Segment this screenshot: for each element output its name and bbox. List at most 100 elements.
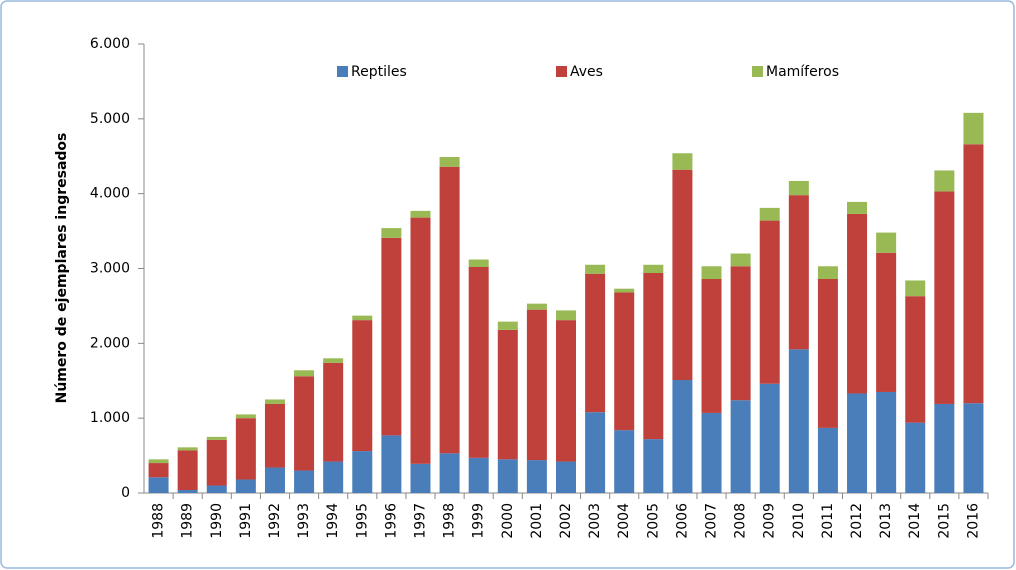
legend-swatch <box>556 66 567 77</box>
bar-segment <box>643 439 664 493</box>
bar-segment <box>148 477 169 493</box>
bar-segment <box>177 490 198 493</box>
bar-segment <box>410 217 431 464</box>
x-tick-label: 2009 <box>762 503 778 539</box>
bar-segment <box>963 403 984 493</box>
bar-segment <box>672 169 693 381</box>
bar-segment <box>847 393 868 493</box>
bar-segment <box>905 422 926 493</box>
bar-segment <box>235 414 256 419</box>
bar-segment <box>323 461 344 493</box>
bar-segment <box>235 479 256 493</box>
x-tick-label: 2014 <box>907 503 923 539</box>
bar-segment <box>497 329 518 460</box>
x-tick-label: 2006 <box>674 503 690 539</box>
bar-segment <box>759 207 780 221</box>
y-tick-label: 3.000 <box>90 261 130 277</box>
bar-segment <box>643 264 664 273</box>
x-tick-label: 1991 <box>238 503 254 539</box>
bar-segment <box>381 237 402 436</box>
bar-segment <box>468 267 489 458</box>
x-tick-label: 2012 <box>849 503 865 539</box>
bar-segment <box>294 370 315 377</box>
bar-segment <box>788 180 809 196</box>
legend-swatch <box>752 66 763 77</box>
bar-segment <box>876 232 897 253</box>
x-tick-label: 1988 <box>151 503 167 539</box>
bar-segment <box>701 412 722 493</box>
bar-segment <box>264 403 285 468</box>
y-tick-label: 2.000 <box>90 335 130 351</box>
bar-segment <box>817 266 838 279</box>
bar-segment <box>876 391 897 493</box>
bar-segment <box>963 144 984 404</box>
bar-segment <box>148 463 169 478</box>
bar-segment <box>294 376 315 471</box>
bar-segment <box>556 310 576 321</box>
bar-segment <box>294 470 315 493</box>
bar-segment <box>352 315 373 321</box>
bar-segment <box>410 210 431 218</box>
bar-segment <box>614 288 635 293</box>
bar-segment <box>206 485 227 493</box>
x-tick-label: 2001 <box>529 503 545 539</box>
bar-segment <box>730 253 751 267</box>
legend-label: Aves <box>570 64 603 80</box>
bar-segment <box>323 358 344 363</box>
x-tick-label: 2010 <box>791 503 807 539</box>
x-tick-label: 1990 <box>209 503 225 539</box>
bar-segment <box>177 450 198 491</box>
bar-segment <box>497 459 518 493</box>
bar-segment <box>177 447 198 451</box>
bar-segment <box>264 399 285 404</box>
bar-segment <box>439 453 460 493</box>
bar-segment <box>323 362 344 462</box>
y-tick-label: 1.000 <box>90 410 130 426</box>
bar-segment <box>730 400 751 493</box>
bar-segment <box>556 320 576 462</box>
bar-segment <box>934 191 955 404</box>
bar-segment <box>439 156 460 167</box>
bar-segment <box>235 418 256 480</box>
x-tick-label: 2003 <box>587 503 603 539</box>
bar-segment <box>759 383 780 493</box>
bar-segment <box>730 266 751 401</box>
legend-label: Reptiles <box>351 64 407 80</box>
bar-segment <box>468 259 489 268</box>
x-tick-label: 2004 <box>616 503 632 539</box>
x-tick-label: 1996 <box>383 503 399 539</box>
bar-segment <box>614 292 635 431</box>
x-tick-label: 1999 <box>471 503 487 539</box>
x-tick-label: 2015 <box>936 503 952 539</box>
bar-segment <box>526 309 547 461</box>
bar-segment <box>847 201 868 214</box>
x-tick-label: 2002 <box>558 503 574 539</box>
x-tick-label: 1992 <box>267 503 283 539</box>
y-tick-label: 5.000 <box>90 111 130 127</box>
bar-segment <box>934 403 955 493</box>
bar-segment <box>817 278 838 428</box>
y-axis-title: Número de ejemplares ingresados <box>54 133 70 404</box>
bar-segment <box>614 430 635 493</box>
x-tick-label: 1998 <box>442 503 458 539</box>
bar-segment <box>264 467 285 493</box>
legend-label: Mamíferos <box>766 64 839 80</box>
bar-segment <box>876 252 897 392</box>
bar-segment <box>206 436 227 440</box>
bar-segment <box>585 273 606 413</box>
bar-segment <box>410 463 431 493</box>
x-tick-label: 2007 <box>704 503 720 539</box>
x-tick-label: 1989 <box>180 503 196 539</box>
bar-segment <box>585 264 606 274</box>
bar-segment <box>352 451 373 493</box>
bar-segment <box>847 213 868 394</box>
bar-segment <box>934 170 955 192</box>
bar-segment <box>788 195 809 350</box>
bar-segment <box>905 296 926 423</box>
y-tick-label: 4.000 <box>90 186 130 202</box>
bar-segment <box>526 303 547 310</box>
bar-segment <box>381 435 402 493</box>
bar-segment <box>468 457 489 493</box>
bar-segment <box>643 272 664 440</box>
